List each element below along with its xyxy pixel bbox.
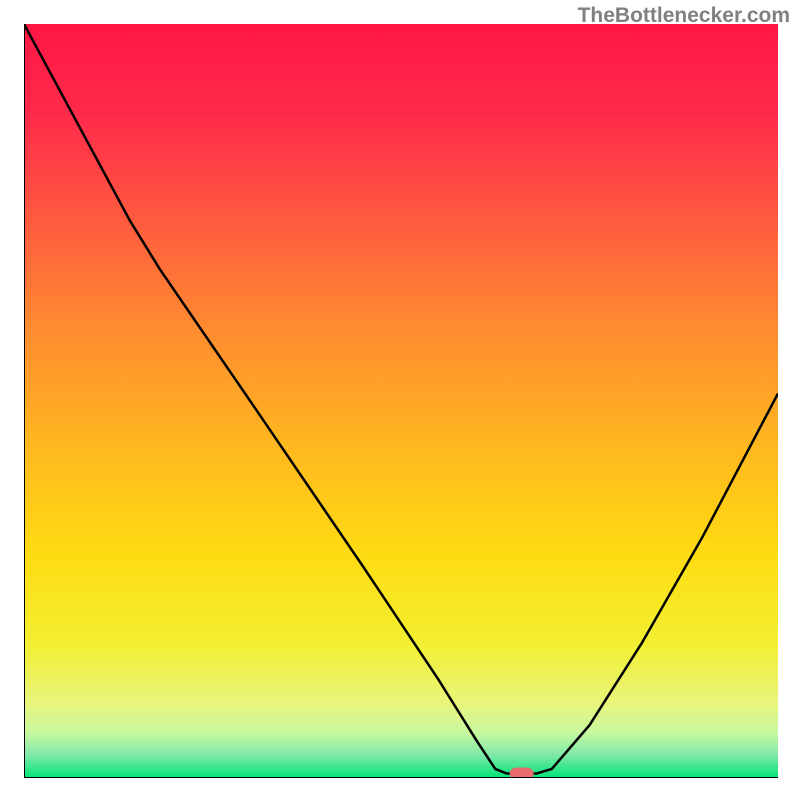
watermark-text: TheBottlenecker.com [578, 4, 790, 28]
gradient-background [24, 24, 778, 778]
optimal-marker [510, 767, 534, 778]
chart-container: TheBottlenecker.com [0, 0, 800, 800]
bottleneck-chart [24, 24, 778, 778]
plot-area [24, 24, 778, 778]
